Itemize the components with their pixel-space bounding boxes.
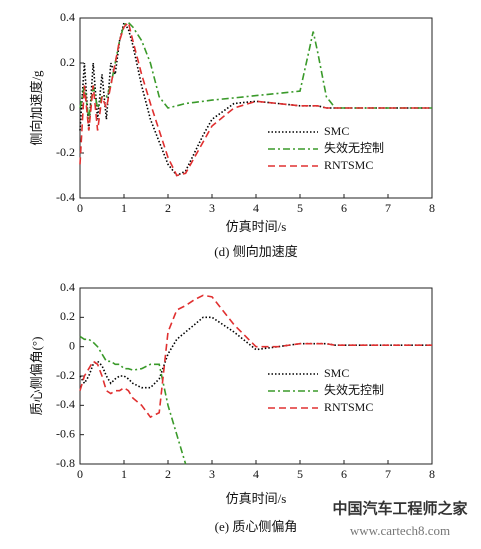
series-line	[79, 335, 187, 465]
x-tick-label: 6	[341, 201, 347, 215]
x-tick-label: 5	[297, 467, 303, 481]
y-tick-label: -0.4	[56, 190, 75, 204]
chart-title: (e) 质心侧偏角	[215, 519, 298, 534]
y-tick-label: 0.2	[60, 55, 75, 69]
x-tick-label: 7	[385, 201, 391, 215]
y-tick-label: -0.6	[56, 426, 75, 440]
series-line	[79, 294, 432, 419]
watermark-title: 中国汽车工程师之家	[332, 499, 467, 517]
y-tick-label: 0.2	[60, 309, 75, 323]
x-tick-label: 4	[253, 201, 259, 215]
y-tick-label: -0.2	[56, 368, 75, 382]
y-axis-label: 质心侧偏角(°)	[29, 337, 44, 416]
x-tick-label: 3	[209, 467, 215, 481]
x-tick-label: 3	[209, 201, 215, 215]
x-axis-label: 仿真时间/s	[226, 219, 287, 234]
y-tick-label: -0.4	[56, 397, 75, 411]
x-tick-label: 6	[341, 467, 347, 481]
legend-label: 失效无控制	[324, 382, 384, 397]
y-tick-label: 0	[69, 100, 75, 114]
y-tick-label: 0.4	[60, 280, 75, 294]
x-tick-label: 1	[121, 467, 127, 481]
chart-title: (d) 侧向加速度	[214, 244, 297, 259]
series-line	[79, 316, 432, 389]
y-tick-label: 0.4	[60, 10, 75, 24]
series-line	[79, 20, 432, 177]
x-tick-label: 1	[121, 201, 127, 215]
x-tick-label: 8	[429, 201, 435, 215]
x-tick-label: 0	[77, 201, 83, 215]
watermark-url: www.cartech8.com	[350, 523, 450, 538]
x-tick-label: 2	[165, 467, 171, 481]
plot-frame	[79, 287, 433, 465]
x-tick-label: 7	[385, 467, 391, 481]
legend-label: RNTSMC	[324, 400, 373, 414]
x-tick-label: 2	[165, 201, 171, 215]
y-tick-label: -0.8	[56, 456, 75, 470]
series-line	[79, 21, 432, 120]
legend-label: SMC	[324, 366, 349, 380]
x-tick-label: 4	[253, 467, 259, 481]
y-axis-label: 侧向加速度/g	[29, 70, 44, 146]
legend-label: 失效无控制	[324, 140, 384, 155]
x-tick-label: 5	[297, 201, 303, 215]
x-axis-label: 仿真时间/s	[226, 491, 287, 506]
y-tick-label: 0	[69, 338, 75, 352]
legend-label: RNTSMC	[324, 158, 373, 172]
series-line	[79, 20, 432, 177]
x-tick-label: 8	[429, 467, 435, 481]
x-tick-label: 0	[77, 467, 83, 481]
legend-label: SMC	[324, 124, 349, 138]
y-tick-label: -0.2	[56, 145, 75, 159]
